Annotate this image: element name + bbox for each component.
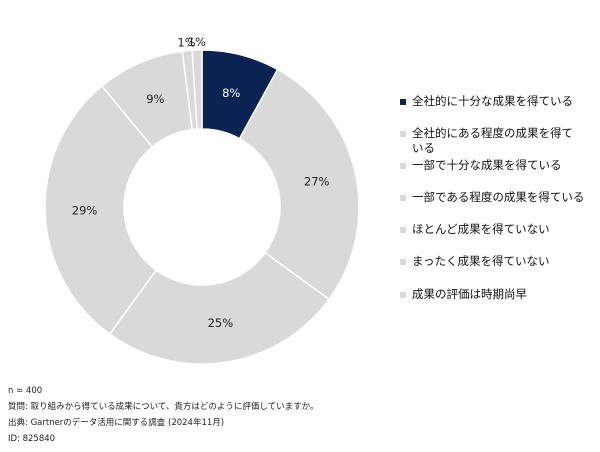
document-id: ID: 825840 [8, 434, 56, 444]
data-label-0: 8% [222, 86, 240, 100]
legend-item-1: 全社的にある程度の成果を得て いる [400, 126, 596, 156]
legend-label-3: 一部である程度の成果を得ている [412, 190, 585, 204]
legend-swatch-2 [400, 163, 406, 169]
legend-label-2: 一部で十分な成果を得ている [412, 158, 562, 172]
legend-swatch-3 [400, 195, 406, 201]
donut-chart: 8% 27% 25% 29% 9% 1%1% [44, 35, 360, 365]
legend-item-3: 一部である程度の成果を得ている [400, 190, 596, 205]
data-label-5: 1% [177, 36, 195, 50]
legend-item-4: ほとんど成果を得ていない [400, 222, 596, 237]
legend-swatch-5 [400, 259, 406, 265]
legend-label-1: 全社的にある程度の成果を得て いる [412, 126, 573, 155]
legend-label-4: ほとんど成果を得ていない [412, 222, 550, 236]
legend-item-2: 一部で十分な成果を得ている [400, 158, 596, 173]
donut-slice-2 [108, 251, 331, 365]
legend-item-0: 全社的に十分な成果を得ている [400, 94, 596, 109]
source-note: 出典: Gartnerのデータ活用に関する調査 (2024年11月) [8, 418, 225, 428]
legend-label-5: まったく成果を得ていない [412, 254, 550, 268]
data-label-3: 29% [72, 204, 98, 218]
donut-slice-6 [191, 49, 203, 130]
legend-label-0: 全社的に十分な成果を得ている [412, 94, 573, 108]
data-label-1: 27% [304, 174, 330, 188]
donut-slice-1 [238, 68, 360, 301]
legend-swatch-4 [400, 227, 406, 233]
legend-swatch-0 [400, 99, 406, 105]
data-label-2: 25% [208, 316, 234, 330]
data-label-4: 9% [146, 92, 164, 106]
legend-label-6: 成果の評価は時期尚早 [412, 287, 527, 301]
legend-swatch-6 [400, 292, 406, 298]
footnotes: n = 400 質問: 取り組みから得ている成果について、貴方はどのように評価し… [8, 383, 318, 447]
legend-item-6: 成果の評価は時期尚早 [400, 287, 596, 302]
donut-slice-3 [44, 84, 158, 336]
sample-size-note: n = 400 [8, 386, 43, 396]
question-note: 質問: 取り組みから得ている成果について、貴方はどのように評価していますか。 [8, 402, 319, 412]
legend-swatch-1 [400, 131, 406, 137]
legend-item-5: まったく成果を得ていない [400, 254, 596, 269]
data-label-6: 1% [188, 35, 206, 49]
